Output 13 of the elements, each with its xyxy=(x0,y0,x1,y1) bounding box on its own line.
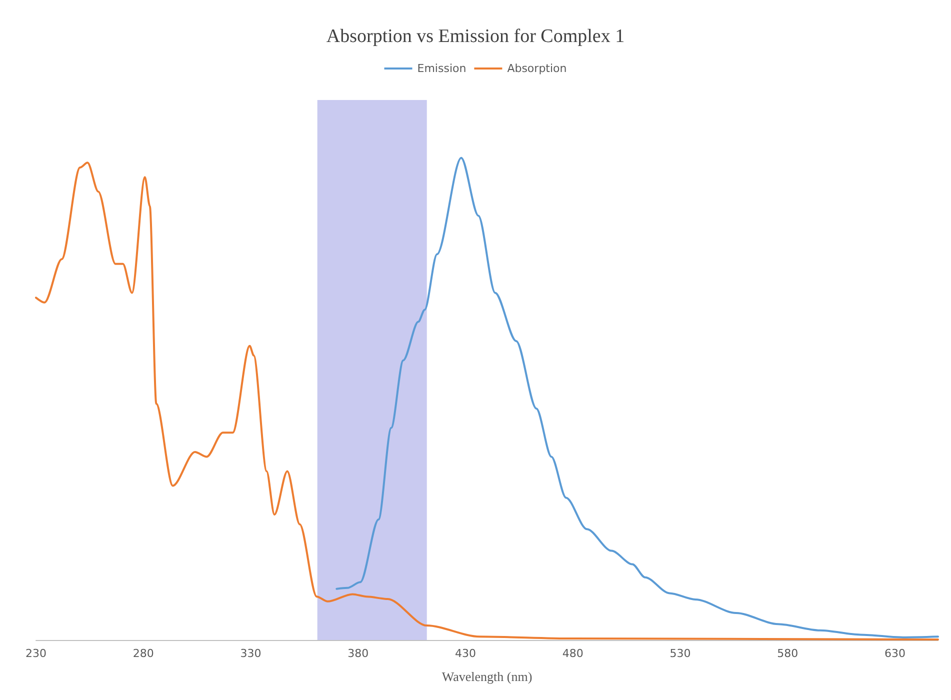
legend-label: Absorption xyxy=(507,62,567,75)
x-tick-label: 230 xyxy=(26,647,46,660)
chart-title: Absorption vs Emission for Complex 1 xyxy=(326,26,625,47)
x-tick-label: 330 xyxy=(240,647,262,660)
x-tick-label: 580 xyxy=(777,647,798,660)
x-tick-label: 530 xyxy=(670,647,691,660)
x-tick-label: 630 xyxy=(884,647,906,660)
x-tick-label: 280 xyxy=(132,647,154,660)
x-tick-label: 430 xyxy=(455,647,476,660)
x-tick-label: 380 xyxy=(348,647,369,660)
x-tick-label: 480 xyxy=(562,647,584,660)
legend-label: Emission xyxy=(417,62,466,75)
x-axis-title: Wavelength (nm) xyxy=(442,669,532,684)
